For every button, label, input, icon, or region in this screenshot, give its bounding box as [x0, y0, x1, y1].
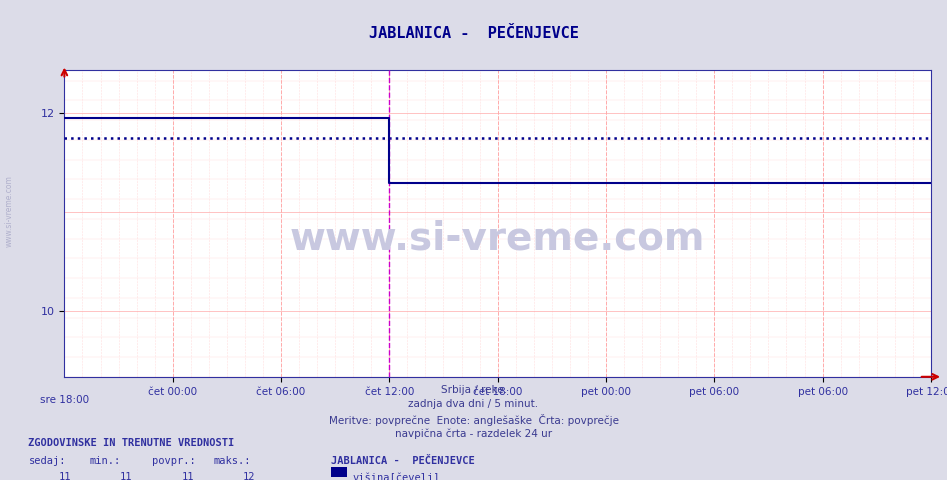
Text: višina[čevelj]: višina[čevelj] [352, 472, 439, 480]
Text: Srbija / reke.: Srbija / reke. [440, 385, 507, 395]
Text: www.si-vreme.com: www.si-vreme.com [5, 175, 14, 247]
Text: zadnja dva dni / 5 minut.: zadnja dva dni / 5 minut. [408, 399, 539, 409]
Text: Meritve: povprečne  Enote: anglešaške  Črta: povprečje: Meritve: povprečne Enote: anglešaške Črt… [329, 414, 618, 426]
Text: sre 18:00: sre 18:00 [40, 395, 89, 405]
Text: 11: 11 [182, 472, 194, 480]
Text: navpična črta - razdelek 24 ur: navpična črta - razdelek 24 ur [395, 428, 552, 439]
Text: 12: 12 [243, 472, 256, 480]
Text: ZGODOVINSKE IN TRENUTNE VREDNOSTI: ZGODOVINSKE IN TRENUTNE VREDNOSTI [28, 438, 235, 448]
Text: 11: 11 [120, 472, 133, 480]
Text: www.si-vreme.com: www.si-vreme.com [290, 219, 706, 258]
Text: 11: 11 [59, 472, 71, 480]
Text: sedaj:: sedaj: [28, 456, 66, 466]
Text: povpr.:: povpr.: [152, 456, 195, 466]
Text: JABLANICA -  PEČENJEVCE: JABLANICA - PEČENJEVCE [368, 26, 579, 41]
Text: maks.:: maks.: [213, 456, 251, 466]
Text: JABLANICA -  PEČENJEVCE: JABLANICA - PEČENJEVCE [331, 456, 475, 466]
Text: min.:: min.: [90, 456, 121, 466]
